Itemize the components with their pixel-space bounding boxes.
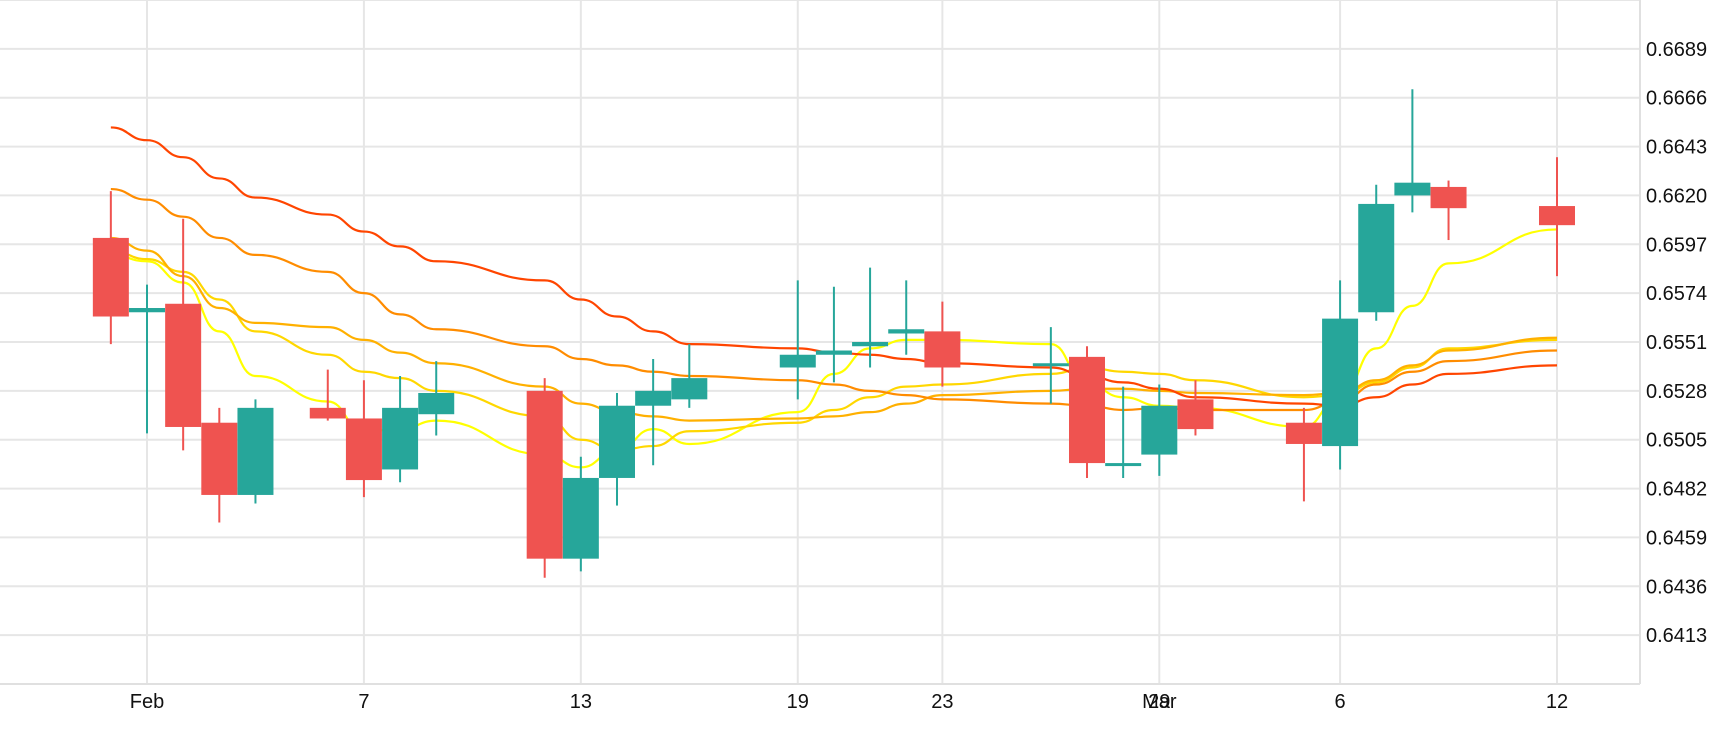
candle (1069, 346, 1105, 478)
y-tick-label: 0.6666 (1646, 88, 1707, 110)
candle (1322, 280, 1359, 470)
candle (635, 358, 672, 466)
candle (1394, 89, 1431, 213)
grid (0, 0, 1640, 685)
candle-body (815, 350, 852, 355)
x-tick-label: 7 (358, 691, 369, 713)
candle-body (888, 329, 925, 334)
y-tick-label: 0.6528 (1646, 381, 1707, 403)
candle (924, 301, 961, 387)
candle (1285, 407, 1322, 502)
moving-average-line-4 (110, 187, 1558, 412)
candle-body (924, 331, 961, 368)
candle-body (671, 378, 708, 400)
candle (599, 392, 635, 506)
y-tick-label: 0.6574 (1646, 283, 1707, 305)
y-tick-label: 0.6505 (1646, 430, 1707, 452)
candle (237, 399, 274, 504)
candles (92, 89, 1575, 578)
y-tick-label: 0.6551 (1646, 332, 1707, 354)
candle (1177, 380, 1214, 436)
candle-body (418, 392, 455, 415)
y-tick-label: 0.6413 (1646, 625, 1707, 647)
candle (1105, 386, 1142, 478)
candle-body (165, 303, 202, 427)
candle (526, 378, 563, 578)
candle-body (1285, 422, 1322, 444)
x-tick-label: 13 (570, 691, 592, 713)
candle (129, 284, 165, 434)
candle (888, 280, 925, 355)
candle-body (1430, 186, 1467, 209)
candle (1430, 180, 1467, 241)
candle-body (92, 237, 129, 317)
y-tick-label: 0.6436 (1646, 576, 1707, 598)
candle (309, 369, 346, 421)
x-tick-label: Mar (1142, 691, 1177, 713)
candle-body (1358, 203, 1395, 313)
moving-average-line-3 (110, 236, 1558, 422)
y-tick-label: 0.6689 (1646, 39, 1707, 61)
candle-body (309, 407, 346, 419)
moving-average-line-5 (110, 126, 1558, 407)
candle (852, 267, 889, 368)
candle (201, 407, 238, 523)
x-tick-label: 12 (1546, 691, 1568, 713)
candle (1141, 384, 1178, 476)
candle-body (382, 407, 419, 470)
x-tick-label: 23 (931, 691, 953, 713)
axes: 0.6413 0.6436 0.6459 0.6482 0.6505 0.6528 0.65… (0, 0, 1707, 713)
x-tick-label: 6 (1335, 691, 1346, 713)
candle-body (599, 405, 635, 478)
candle-body (1105, 463, 1142, 467)
candle-body (1394, 182, 1431, 196)
candle-body (635, 390, 672, 406)
x-tick-label: 19 (787, 691, 809, 713)
x-tick-label: Feb (130, 691, 164, 713)
candle (815, 286, 852, 383)
candle (92, 191, 129, 345)
candle-body (562, 477, 599, 559)
candle (382, 375, 419, 483)
candle (1358, 184, 1395, 321)
candle-body (1032, 363, 1069, 367)
candle-body (1539, 206, 1575, 226)
candle (562, 456, 599, 572)
y-tick-label: 0.6620 (1646, 185, 1707, 207)
candle-body (1322, 318, 1359, 447)
candle-body (345, 418, 382, 481)
y-tick-label: 0.6643 (1646, 137, 1707, 159)
candle (1539, 157, 1575, 277)
moving-average-lines (110, 126, 1558, 469)
y-tick-label: 0.6482 (1646, 479, 1707, 501)
candle-body (237, 407, 274, 495)
x-tick-label: 29 (1148, 691, 1170, 713)
candle (345, 380, 382, 498)
candle-body (852, 342, 889, 347)
candle (779, 280, 816, 400)
candle-body (1177, 399, 1214, 430)
y-tick-label: 0.6597 (1646, 234, 1707, 256)
candle-body (1141, 405, 1178, 455)
candle-body (779, 354, 816, 368)
candle-body (129, 308, 165, 313)
candle (165, 218, 202, 451)
candle-body (1069, 356, 1105, 464)
y-tick-label: 0.6459 (1646, 527, 1707, 549)
candle (671, 344, 708, 408)
candle-body (201, 422, 238, 495)
candle (418, 361, 455, 436)
candle-body (526, 390, 563, 559)
candle (1032, 327, 1069, 404)
